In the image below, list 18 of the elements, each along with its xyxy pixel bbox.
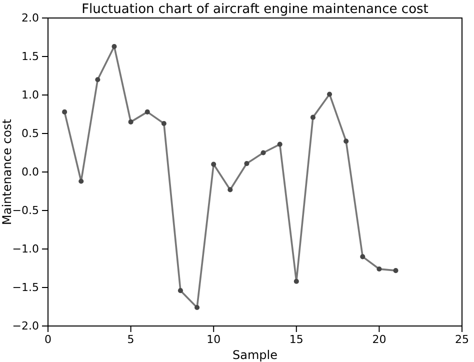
y-tick-label: 1.5 (22, 50, 39, 64)
x-tick-label: 20 (372, 332, 386, 346)
y-tick-label: 0.0 (22, 166, 39, 179)
y-tick-label: −0.5 (12, 204, 39, 218)
y-tick-label: −2.0 (12, 320, 39, 333)
chart-title: Fluctuation chart of aircraft engine maintenance cost (82, 2, 428, 17)
x-tick-label: 0 (44, 332, 52, 346)
x-tick-label: 25 (455, 332, 469, 346)
x-tick-label: 15 (289, 332, 304, 346)
y-tick-label: 1.0 (22, 88, 39, 102)
x-tick-label: 10 (206, 332, 221, 346)
x-axis-title: Sample (232, 348, 278, 362)
y-tick-label: 2.0 (22, 12, 39, 25)
y-tick-label: −1.5 (12, 281, 39, 294)
y-tick-label: −1.0 (12, 242, 39, 256)
y-axis-title: Maintenance cost (0, 118, 14, 225)
x-tick-label: 5 (127, 332, 134, 346)
y-tick-label: 0.5 (22, 127, 39, 140)
